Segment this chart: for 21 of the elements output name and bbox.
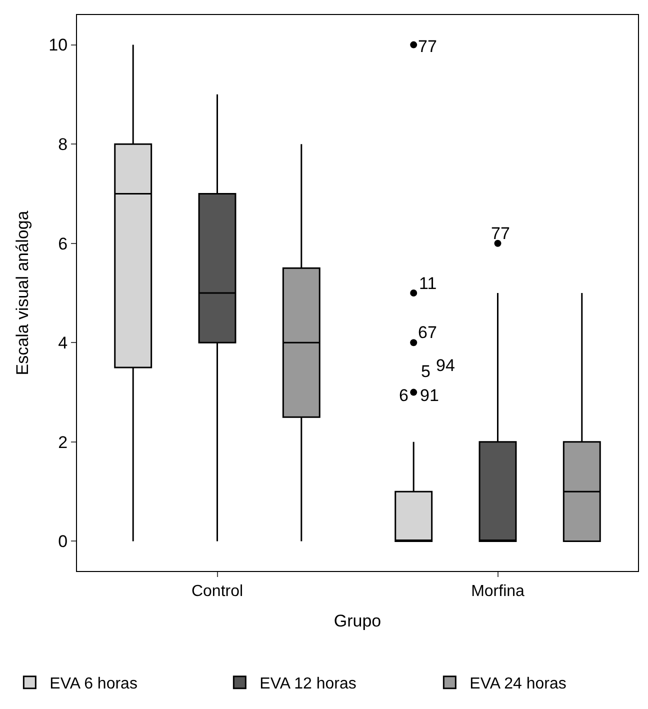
x-axis-title: Grupo xyxy=(334,612,382,631)
annotation: 77 xyxy=(418,37,437,56)
annotation: 67 xyxy=(418,323,437,342)
legend-label: EVA 6 horas xyxy=(50,676,138,693)
y-tick-label: 10 xyxy=(48,36,68,55)
y-tick-label: 0 xyxy=(58,532,68,552)
annotation: 91 xyxy=(420,386,439,405)
y-axis-title: Escala visual análoga xyxy=(13,210,32,376)
annotation: 77 xyxy=(491,224,510,243)
y-tick-label: 4 xyxy=(58,334,68,353)
y-tick-label: 8 xyxy=(58,135,68,154)
annotation: 5 xyxy=(421,362,430,381)
y-tick-label: 6 xyxy=(58,234,68,254)
legend-label: EVA 24 horas xyxy=(470,676,566,693)
annotation: 94 xyxy=(436,356,455,375)
x-tick-label: Morfina xyxy=(471,583,525,600)
y-tick-label: 2 xyxy=(58,432,68,452)
legend-label: EVA 12 horas xyxy=(260,676,356,693)
x-tick-label: Control xyxy=(191,583,244,600)
annotation: 11 xyxy=(419,274,437,293)
annotation: 6 xyxy=(399,386,408,405)
